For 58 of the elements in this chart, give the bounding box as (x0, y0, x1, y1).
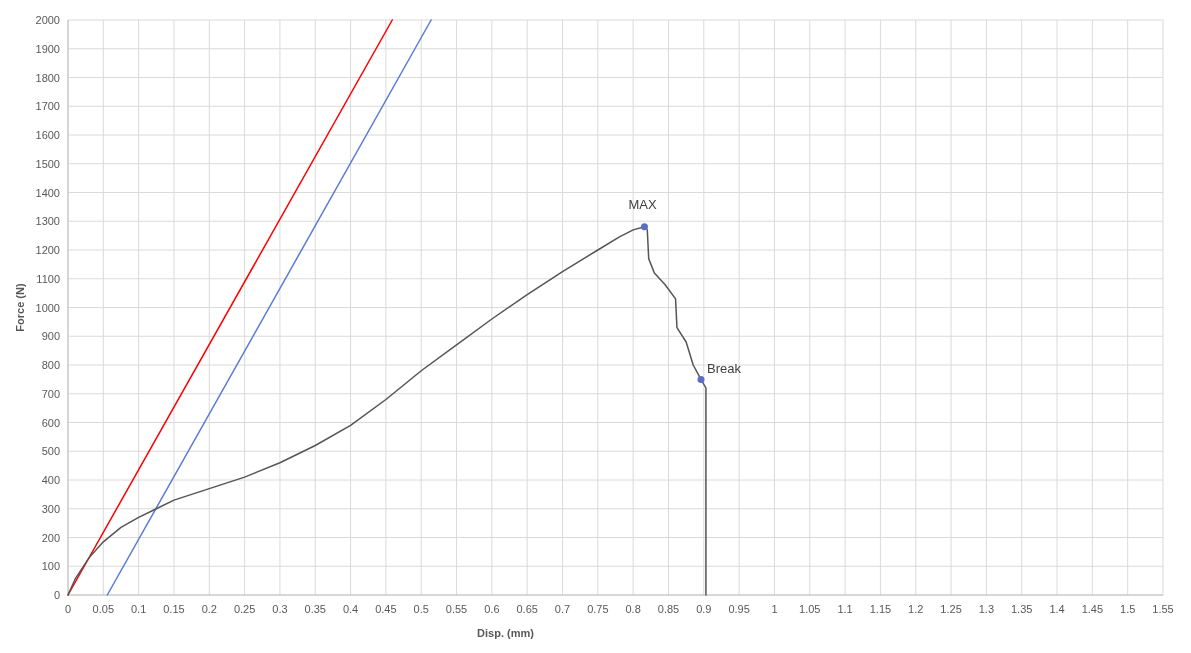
y-tick-label: 700 (41, 387, 60, 400)
x-tick-label: 0.55 (445, 603, 468, 615)
x-tick-label: 0.5 (413, 603, 429, 615)
x-tick-label: 0.75 (587, 603, 609, 615)
x-tick-label: 0.65 (516, 603, 538, 615)
y-tick-label: 1400 (35, 186, 60, 199)
y-tick-label: 1600 (35, 129, 60, 141)
annotation: Break (706, 361, 742, 377)
y-tick-label: 1700 (35, 100, 60, 113)
x-tick-label: 0.85 (657, 603, 680, 615)
y-tick-label: 100 (41, 560, 60, 573)
x-tick-label: 1.5 (1120, 603, 1136, 615)
x-tick-label: 0.8 (625, 603, 641, 615)
x-tick-label: 0.3 (272, 603, 288, 615)
x-tick-label: 1.3 (978, 603, 995, 615)
x-tick-label: 0.45 (375, 603, 397, 615)
x-tick-label: 0.95 (728, 603, 750, 615)
x-tick-label: 0.05 (92, 603, 115, 615)
y-tick-label: 1900 (35, 42, 60, 55)
x-tick-label: 1 (771, 603, 778, 615)
y-tick-label: 1300 (35, 215, 60, 228)
x-tick-label: 1.1 (837, 603, 853, 615)
y-tick-label: 900 (41, 330, 60, 343)
x-tick-label: 0.9 (696, 603, 712, 615)
x-tick-label: 1.55 (1152, 603, 1174, 615)
x-tick-label: 1.15 (869, 603, 892, 615)
annotation: MAX (628, 196, 657, 212)
y-tick-label: 1200 (35, 244, 60, 256)
x-tick-label: 0.15 (163, 603, 185, 615)
y-tick-label: 200 (41, 531, 60, 544)
y-axis-title: Force (N) (14, 283, 26, 332)
y-tick-label: 2000 (35, 14, 60, 26)
x-tick-label: 0.25 (233, 603, 256, 615)
y-tick-label: 800 (41, 359, 60, 371)
x-tick-label: 1.25 (940, 603, 962, 615)
x-tick-label: 1.45 (1081, 603, 1104, 615)
y-tick-label: 400 (41, 474, 60, 486)
x-tick-label: 0.4 (342, 603, 359, 615)
line-series (67, 225, 707, 596)
x-tick-label: 1.4 (1049, 603, 1065, 615)
y-tick-label: 300 (41, 502, 60, 515)
x-tick-label: 0 (64, 603, 72, 615)
x-tick-label: 0.35 (304, 603, 326, 615)
y-tick-label: 1800 (35, 71, 60, 84)
y-tick-label: 1500 (35, 157, 60, 170)
x-tick-label: 0.6 (484, 603, 500, 615)
x-tick-label: 1.05 (799, 603, 821, 615)
y-tick-label: 1000 (35, 301, 60, 314)
x-tick-label: 1.35 (1011, 603, 1033, 615)
y-tick-label: 0 (53, 589, 60, 601)
y-tick-label: 500 (41, 445, 60, 458)
x-tick-label: 0.7 (554, 603, 571, 615)
x-tick-label: 1.2 (908, 603, 924, 615)
x-tick-label: 0.2 (201, 603, 217, 615)
y-tick-label: 600 (41, 416, 60, 429)
y-tick-label: 1100 (36, 272, 60, 285)
x-axis-title: Disp. (mm) (477, 627, 535, 639)
x-tick-label: 0.1 (131, 603, 147, 615)
